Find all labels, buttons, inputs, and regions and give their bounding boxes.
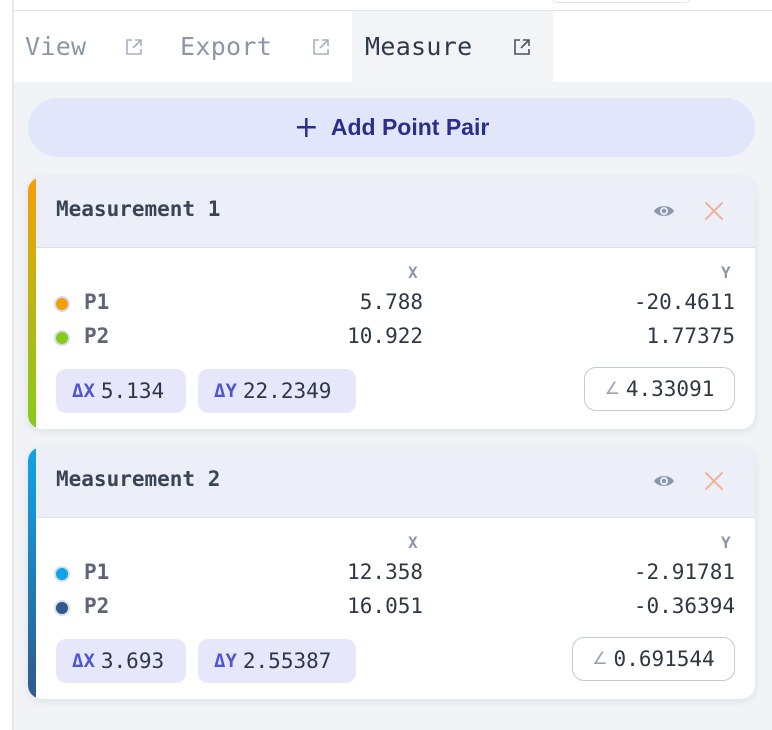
angle-icon: ∠ xyxy=(604,379,620,399)
column-header-x: X xyxy=(408,263,418,282)
delta-y-key: ΔY xyxy=(214,380,237,402)
measurement-title: Measurement 1 xyxy=(56,197,221,221)
point-x-value: 10.922 xyxy=(347,324,423,348)
external-link-icon[interactable] xyxy=(311,37,331,57)
tab-view-label: View xyxy=(25,32,87,61)
point-x-value: 12.358 xyxy=(347,560,423,584)
point-row: P2 16.051 -0.36394 xyxy=(28,593,755,623)
tab-measure-label: Measure xyxy=(365,32,473,61)
column-header-y: Y xyxy=(721,533,731,552)
delta-x-value: 3.693 xyxy=(100,649,165,673)
close-icon[interactable] xyxy=(702,199,726,223)
column-header-x: X xyxy=(408,533,418,552)
delta-y-chip: ΔY 2.55387 xyxy=(198,639,356,683)
top-toolbar-edge xyxy=(552,0,690,3)
delta-y-key: ΔY xyxy=(214,650,237,672)
point-color-dot xyxy=(54,330,70,346)
point-row: P2 10.922 1.77375 xyxy=(28,323,755,353)
tab-export[interactable]: Export xyxy=(174,11,352,82)
external-link-icon[interactable] xyxy=(124,37,144,57)
point-color-dot xyxy=(54,296,70,312)
measurement-accent-bar xyxy=(28,447,36,699)
point-row: P1 12.358 -2.91781 xyxy=(28,559,755,589)
point-label: P2 xyxy=(84,324,110,348)
point-label: P1 xyxy=(84,560,110,584)
point-x-value: 5.788 xyxy=(359,290,423,314)
add-point-pair-button[interactable]: + Add Point Pair xyxy=(28,98,755,157)
point-row: P1 5.788 -20.4611 xyxy=(28,289,755,319)
measurement-accent-bar xyxy=(28,177,36,429)
point-label: P2 xyxy=(84,594,110,618)
point-color-dot xyxy=(54,566,70,582)
tab-measure[interactable]: Measure xyxy=(352,11,553,82)
delta-y-value: 2.55387 xyxy=(242,649,332,673)
point-color-dot xyxy=(54,600,70,616)
point-y-value: 1.77375 xyxy=(646,324,735,348)
delta-y-chip: ΔY 22.2349 xyxy=(198,369,356,413)
add-point-pair-label: Add Point Pair xyxy=(330,114,490,140)
point-label: P1 xyxy=(84,290,110,314)
eye-icon[interactable] xyxy=(652,471,676,491)
delta-x-key: ΔX xyxy=(72,380,95,402)
angle-chip: ∠ 0.691544 xyxy=(572,637,735,681)
eye-icon[interactable] xyxy=(652,201,676,221)
tab-export-label: Export xyxy=(180,32,273,61)
measurement-title: Measurement 2 xyxy=(56,467,221,491)
top-divider xyxy=(14,10,772,11)
measurement-header: Measurement 1 xyxy=(28,177,755,248)
point-y-value: -2.91781 xyxy=(633,560,735,584)
plus-icon: + xyxy=(293,109,319,145)
tab-bar: View Export Measure xyxy=(14,11,772,82)
close-icon[interactable] xyxy=(702,469,726,493)
measurement-header: Measurement 2 xyxy=(28,447,755,518)
measurement-card: Measurement 1 X Y P1 5.788 -20.4611 P2 1… xyxy=(28,177,755,429)
delta-x-key: ΔX xyxy=(72,650,95,672)
delta-x-chip: ΔX 5.134 xyxy=(56,369,186,413)
left-divider xyxy=(12,0,14,730)
angle-chip: ∠ 4.33091 xyxy=(584,367,735,411)
column-header-y: Y xyxy=(721,263,731,282)
delta-y-value: 22.2349 xyxy=(242,379,332,403)
point-y-value: -20.4611 xyxy=(633,290,735,314)
measure-panel: View Export Measure + Add Point Pair xyxy=(14,11,772,730)
point-y-value: -0.36394 xyxy=(633,594,735,618)
angle-value: 4.33091 xyxy=(625,377,715,401)
angle-value: 0.691544 xyxy=(613,647,715,671)
point-x-value: 16.051 xyxy=(347,594,423,618)
delta-x-value: 5.134 xyxy=(100,379,165,403)
angle-icon: ∠ xyxy=(592,649,608,669)
measurement-card: Measurement 2 X Y P1 12.358 -2.91781 P2 … xyxy=(28,447,755,699)
tab-view[interactable]: View xyxy=(14,11,174,82)
delta-x-chip: ΔX 3.693 xyxy=(56,639,186,683)
external-link-icon[interactable] xyxy=(512,37,532,57)
